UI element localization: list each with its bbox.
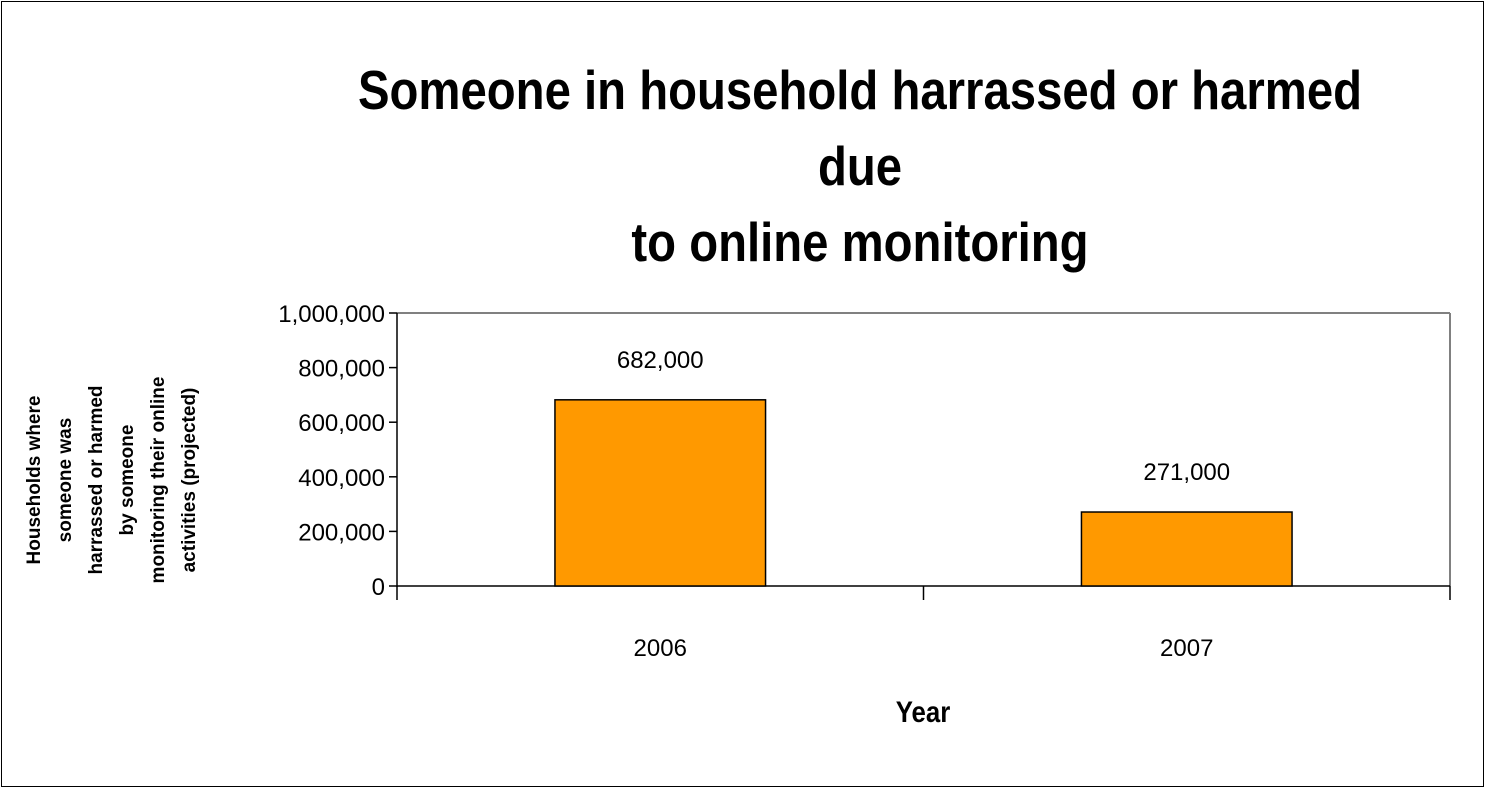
x-tick-label-2007: 2007 [1160, 635, 1213, 662]
y-tick-label: 600,000 [298, 410, 385, 437]
bar-2006 [554, 399, 767, 587]
y-tick-label: 200,000 [298, 519, 385, 546]
chart-title-line-2: to online monitoring [631, 211, 1089, 273]
y-tick-label: 400,000 [298, 465, 385, 492]
chart-title-line-1: Someone in household harrassed or harmed… [357, 59, 1363, 197]
y-tick-label: 1,000,000 [278, 301, 385, 328]
x-axis-label: Year [895, 696, 951, 729]
data-label-2006: 682,000 [617, 347, 704, 374]
x-tick-label-2006: 2006 [634, 635, 687, 662]
chart-title: Someone in household harrassed or harmed… [327, 52, 1393, 280]
bar-2007 [1080, 511, 1293, 587]
y-tick-label: 800,000 [298, 356, 385, 383]
y-tick-label: 0 [372, 574, 385, 601]
data-label-2007: 271,000 [1143, 459, 1230, 486]
